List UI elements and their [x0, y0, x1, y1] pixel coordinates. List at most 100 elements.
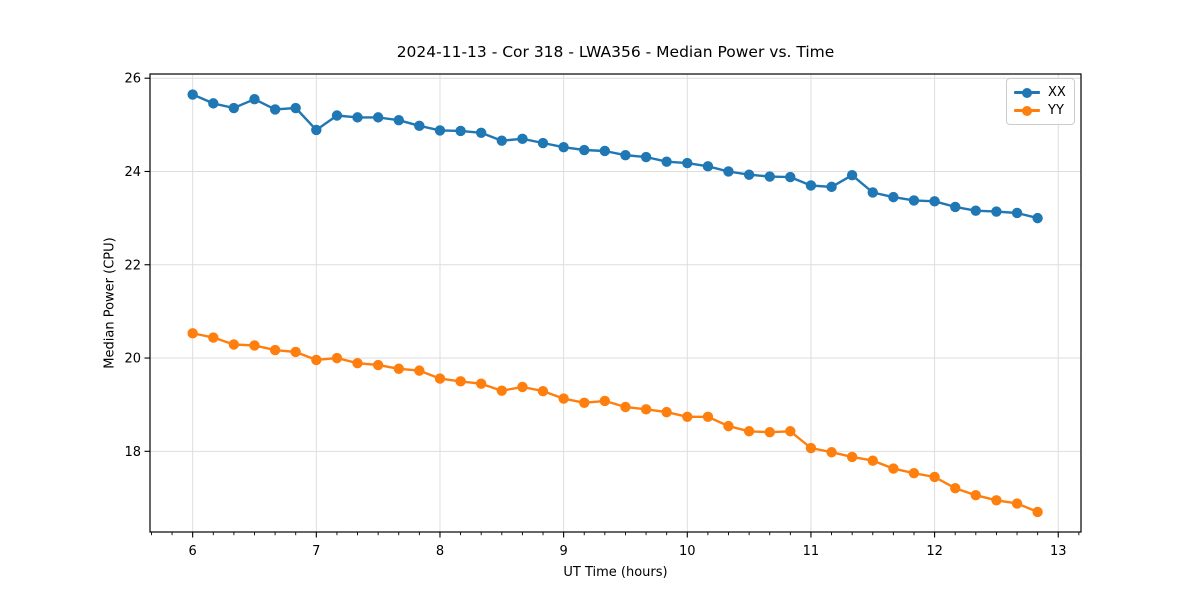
data-point-xx	[950, 201, 961, 213]
legend-dot	[1022, 105, 1032, 116]
chart-title: 2024-11-13 - Cor 318 - LWA356 - Median P…	[396, 43, 835, 61]
data-point-yy	[805, 442, 817, 454]
x-tick-label: 13	[1050, 544, 1067, 559]
data-point-yy	[372, 359, 384, 371]
data-point-yy	[228, 339, 240, 350]
data-point-yy	[434, 373, 446, 384]
data-point-yy	[640, 404, 652, 415]
data-point-yy	[208, 332, 219, 343]
data-point-yy	[537, 385, 549, 397]
data-point-xx	[517, 133, 528, 145]
data-point-yy	[496, 385, 507, 396]
data-point-xx	[496, 135, 507, 146]
data-point-xx	[888, 191, 899, 203]
data-point-xx	[269, 104, 281, 115]
x-tick-label: 7	[312, 544, 320, 559]
data-point-yy	[682, 411, 693, 423]
x-tick-label: 12	[926, 544, 943, 559]
data-point-yy	[1032, 506, 1043, 518]
data-point-yy	[311, 354, 322, 366]
data-point-yy	[970, 489, 981, 501]
data-point-yy	[249, 340, 260, 351]
x-tick-label: 6	[189, 544, 197, 559]
y-tick-label: 22	[124, 258, 141, 273]
legend-label: XX	[1048, 85, 1066, 100]
data-point-yy	[908, 468, 920, 479]
legend-entry-xx: XX	[1014, 86, 1068, 99]
legend-label: YY	[1048, 103, 1064, 118]
data-point-yy	[414, 365, 425, 376]
data-point-xx	[764, 171, 775, 182]
data-point-yy	[352, 357, 363, 369]
data-point-xx	[970, 205, 981, 216]
data-point-yy	[867, 455, 878, 466]
data-point-xx	[1032, 212, 1043, 224]
data-point-xx	[846, 170, 858, 181]
data-point-xx	[434, 125, 446, 136]
data-point-xx	[311, 124, 322, 136]
y-tick-label: 26	[124, 72, 141, 87]
y-tick-label: 24	[124, 165, 141, 180]
data-point-yy	[826, 447, 837, 458]
data-point-yy	[455, 376, 466, 387]
data-point-xx	[640, 151, 652, 163]
data-point-xx	[372, 112, 384, 123]
data-point-yy	[991, 495, 1002, 506]
data-point-yy	[620, 401, 631, 413]
data-point-xx	[537, 137, 549, 149]
data-point-yy	[723, 420, 734, 432]
data-point-xx	[867, 187, 878, 198]
y-tick-label: 20	[124, 352, 141, 367]
data-point-xx	[331, 110, 343, 121]
axes-spines	[149, 73, 1082, 533]
data-point-xx	[249, 93, 260, 105]
data-point-yy	[517, 381, 528, 393]
legend: XX YY	[1006, 78, 1075, 125]
data-point-xx	[991, 206, 1002, 217]
data-point-xx	[743, 169, 755, 180]
data-point-xx	[599, 145, 611, 157]
data-point-xx	[352, 112, 363, 123]
x-tick-label: 11	[803, 544, 820, 559]
data-point-xx	[187, 89, 198, 100]
data-point-yy	[702, 411, 714, 423]
data-point-yy	[290, 346, 301, 358]
data-point-xx	[455, 125, 466, 137]
data-point-yy	[929, 471, 940, 483]
data-point-yy	[331, 352, 343, 364]
data-point-yy	[579, 397, 590, 409]
x-axis-label: UT Time (hours)	[563, 565, 668, 580]
data-point-yy	[269, 344, 281, 356]
y-tick-label: 18	[124, 445, 141, 460]
data-point-xx	[908, 195, 920, 206]
data-point-xx	[1011, 207, 1023, 219]
data-point-yy	[888, 463, 899, 474]
data-point-xx	[579, 144, 590, 156]
data-point-xx	[475, 127, 487, 138]
legend-entry-yy: YY	[1014, 104, 1068, 117]
data-point-xx	[929, 196, 940, 207]
data-point-xx	[805, 180, 817, 191]
data-point-xx	[558, 142, 569, 153]
data-point-yy	[743, 426, 755, 437]
data-point-yy	[187, 328, 198, 339]
data-point-xx	[290, 102, 301, 114]
legend-dot	[1022, 87, 1032, 98]
data-point-yy	[764, 426, 775, 438]
x-tick-label: 10	[679, 544, 696, 559]
data-point-xx	[723, 166, 734, 177]
y-axis-label: Median Power (CPU)	[102, 237, 118, 369]
x-tick-label: 9	[559, 544, 567, 559]
data-point-xx	[661, 156, 672, 167]
data-point-yy	[785, 426, 796, 437]
data-point-yy	[558, 393, 569, 404]
data-point-yy	[1011, 498, 1023, 509]
data-point-xx	[228, 102, 240, 114]
data-point-xx	[682, 157, 693, 169]
data-point-yy	[475, 378, 487, 389]
data-point-xx	[702, 161, 714, 172]
legend-marker-icon	[1014, 87, 1040, 98]
data-point-yy	[599, 395, 611, 407]
